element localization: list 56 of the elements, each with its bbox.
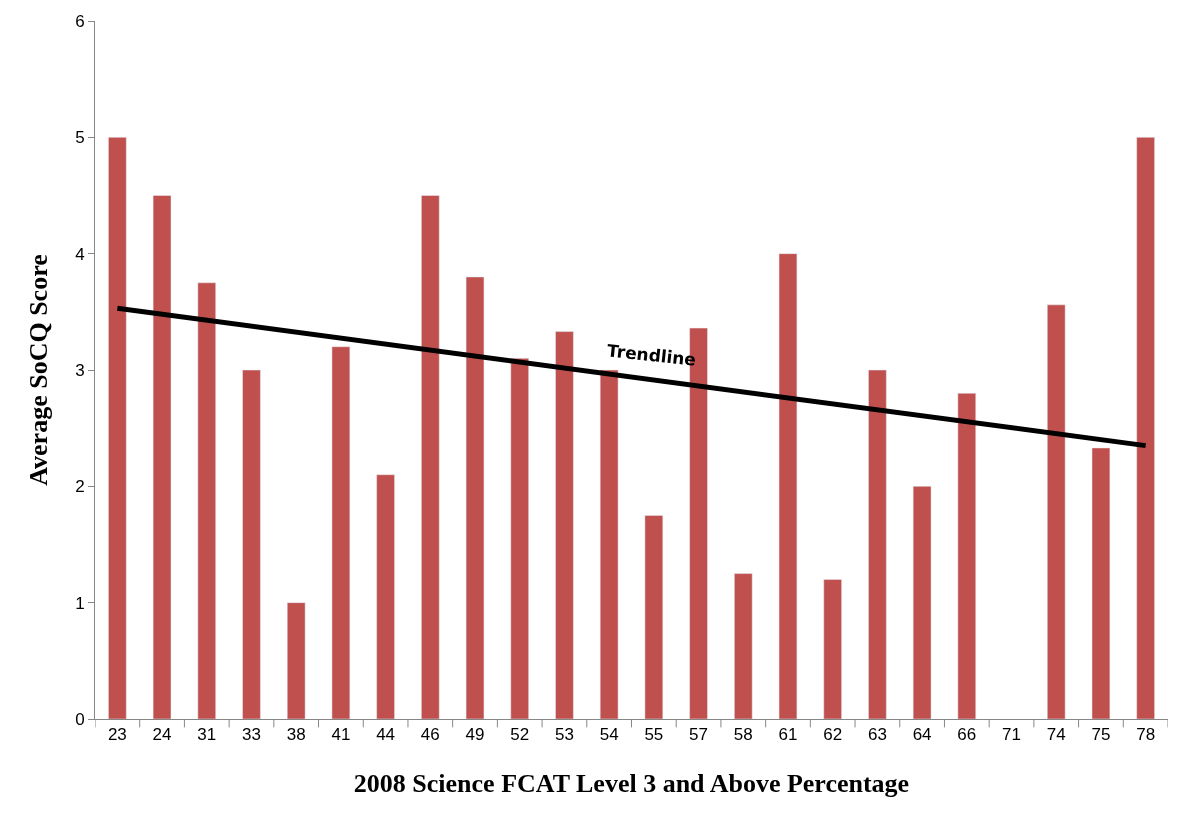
x-tick-label: 52 (510, 725, 530, 745)
bar (331, 346, 351, 719)
x-tick-label: 71 (1002, 725, 1021, 745)
bar (1047, 304, 1066, 719)
bar (1091, 447, 1111, 719)
bar (868, 369, 887, 719)
bar (599, 369, 619, 719)
x-tick-label: 66 (957, 725, 977, 745)
y-axis-title: Average SoCQ Score (23, 254, 53, 486)
bar (734, 573, 753, 719)
x-tick-label: 64 (912, 725, 932, 745)
bar (778, 253, 798, 719)
x-tick-label: 61 (778, 725, 798, 745)
x-tick-label: 63 (867, 725, 887, 745)
bar (555, 331, 574, 719)
bar (152, 195, 172, 719)
bar (1136, 137, 1155, 719)
text: Trendline (606, 340, 697, 370)
bar (242, 369, 261, 719)
x-tick-label: 78 (1136, 725, 1156, 745)
bar (197, 282, 216, 719)
x-tick-label: 54 (599, 725, 619, 745)
y-tick-label: 5 (75, 128, 85, 148)
y-tick-label: 6 (75, 11, 85, 31)
x-tick-label: 49 (465, 725, 485, 745)
bar (108, 137, 127, 719)
x-tick-label: 62 (823, 725, 843, 745)
x-tick-label: 31 (197, 725, 217, 745)
x-tick-label: 58 (733, 725, 753, 745)
y-tick-label: 2 (75, 477, 85, 497)
bar (287, 602, 306, 719)
y-tick-label: 3 (75, 360, 85, 380)
bar (912, 486, 932, 719)
x-tick-label: 57 (689, 725, 709, 745)
x-tick-label: 74 (1046, 725, 1066, 745)
bar (510, 358, 529, 719)
bar (957, 393, 976, 719)
y-tick-label: 0 (75, 709, 85, 729)
x-tick-label: 46 (420, 725, 440, 745)
x-tick-label: 23 (107, 725, 127, 745)
x-tick-label: 44 (376, 725, 396, 745)
x-axis-title: 2008 Science FCAT Level 3 and Above Percentage (353, 769, 910, 799)
bar (421, 195, 440, 719)
bar (465, 276, 485, 719)
y-tick-label: 4 (75, 244, 85, 264)
bar (823, 579, 842, 719)
bar (376, 474, 395, 719)
x-tick-label: 53 (554, 725, 574, 745)
x-tick-label: 41 (331, 725, 351, 745)
x-tick-label: 24 (152, 725, 172, 745)
x-tick-label: 75 (1091, 725, 1111, 745)
bar (644, 515, 664, 719)
x-tick-label: 55 (644, 725, 664, 745)
x-tick-label: 38 (286, 725, 306, 745)
y-tick-label: 1 (75, 593, 85, 613)
x-tick-label: 33 (242, 725, 261, 745)
